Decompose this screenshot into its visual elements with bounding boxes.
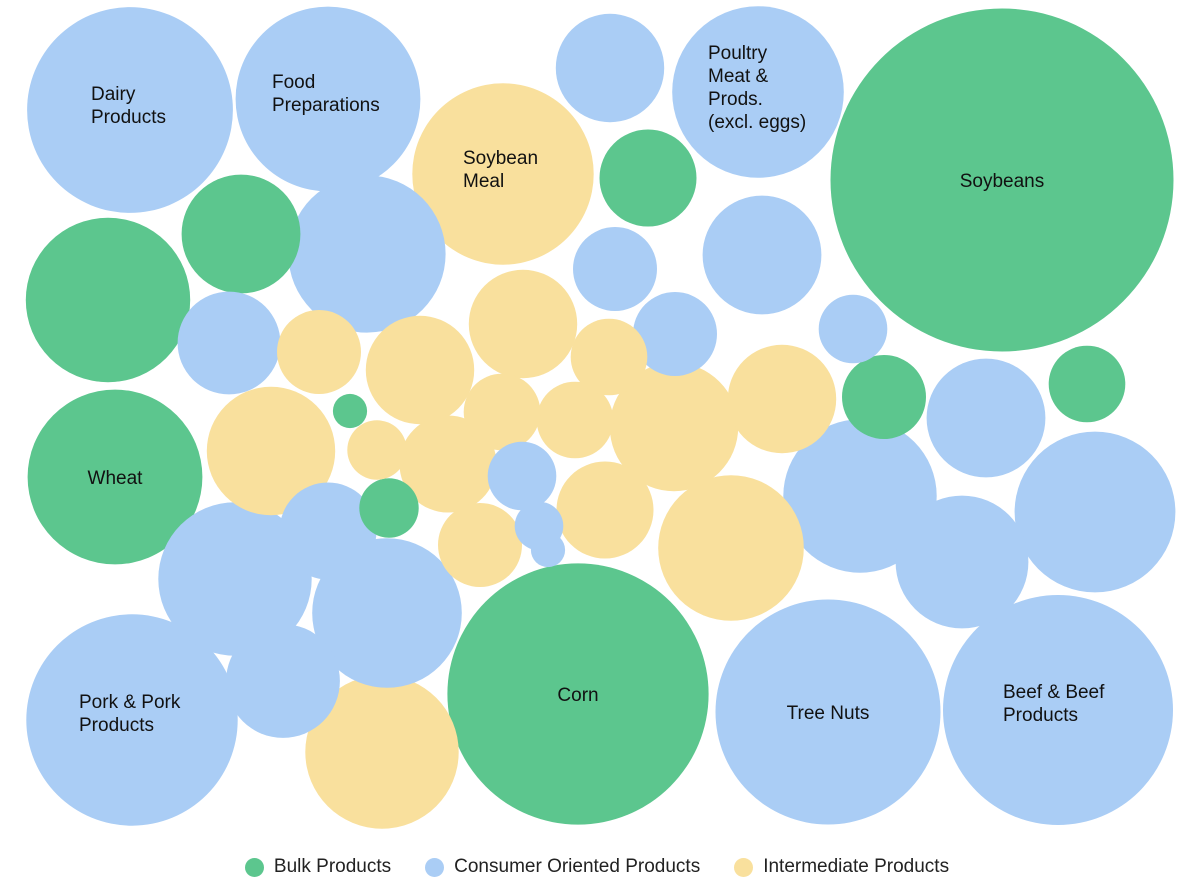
bubble-consumer-27[interactable] bbox=[177, 291, 281, 395]
legend-item-bulk[interactable]: Bulk Products bbox=[244, 856, 392, 878]
bubble-beef-and-beef-products[interactable] bbox=[943, 595, 1173, 825]
bubble-consumer-49[interactable] bbox=[530, 532, 566, 568]
bubble-intermediate-29[interactable] bbox=[365, 315, 475, 425]
bubble-intermediate-24[interactable] bbox=[468, 269, 578, 379]
bubble-soybean-meal[interactable] bbox=[412, 83, 594, 265]
bubble-wheat[interactable] bbox=[27, 389, 203, 565]
bubble-bulk-31[interactable] bbox=[599, 129, 697, 227]
bubble-intermediate-33[interactable] bbox=[399, 415, 497, 513]
bubble-intermediate-34[interactable] bbox=[277, 310, 361, 394]
bubble-consumer-44[interactable] bbox=[487, 441, 557, 511]
bubble-consumer-26[interactable] bbox=[555, 13, 665, 123]
bubble-poultry-meat-and-prods-excl-eggs[interactable] bbox=[672, 6, 844, 178]
bubble-intermediate-39[interactable] bbox=[536, 381, 614, 459]
bubble-label-food-preparations: Food Preparations bbox=[272, 72, 380, 116]
bubble-consumer-12[interactable] bbox=[288, 175, 446, 333]
bubble-label-dairy-products: Dairy Products bbox=[91, 84, 166, 128]
bubble-bulk-10[interactable] bbox=[25, 217, 191, 383]
bubble-bulk-48[interactable] bbox=[332, 393, 368, 429]
bubble-intermediate-13[interactable] bbox=[305, 675, 459, 829]
bubble-label-wheat: Wheat bbox=[88, 468, 144, 489]
bubble-consumer-21[interactable] bbox=[926, 358, 1046, 478]
bubble-label-poultry-meat-and-prods-excl-eggs: Poultry Meat & Prods. (excl. eggs) bbox=[708, 43, 806, 133]
bubble-bulk-43[interactable] bbox=[1048, 345, 1126, 423]
bubble-intermediate-30[interactable] bbox=[727, 344, 837, 454]
bubble-tree-nuts[interactable] bbox=[715, 599, 941, 825]
bubble-chart: Soybeans Corn Beef & Beef Products Tree Nuts… bbox=[25, 6, 1176, 829]
bubble-consumer-14[interactable] bbox=[158, 502, 312, 656]
bubble-label-beef-and-beef-products: Beef & Beef Products bbox=[1003, 682, 1105, 726]
bubble-consumer-35[interactable] bbox=[573, 227, 657, 311]
bubble-pork-and-pork-products[interactable] bbox=[26, 614, 238, 826]
bubble-consumer-25[interactable] bbox=[226, 624, 340, 738]
bubble-intermediate-38[interactable] bbox=[438, 503, 522, 587]
bubble-label-corn: Corn bbox=[557, 685, 598, 706]
bubble-consumer-16[interactable] bbox=[312, 538, 462, 688]
bubble-label-tree-nuts: Tree Nuts bbox=[787, 703, 870, 724]
legend-label-consumer: Consumer Oriented Products bbox=[454, 856, 701, 877]
bubble-consumer-42[interactable] bbox=[818, 294, 888, 364]
bubble-food-preparations[interactable] bbox=[235, 6, 421, 192]
bubble-label-soybean-meal: Soybean Meal bbox=[463, 148, 538, 192]
bubble-intermediate-17[interactable] bbox=[658, 475, 804, 621]
bubble-intermediate-40[interactable] bbox=[570, 318, 648, 396]
bubble-intermediate-32[interactable] bbox=[556, 461, 654, 559]
bubble-bulk-45[interactable] bbox=[359, 478, 419, 538]
bubble-intermediate-18[interactable] bbox=[609, 362, 739, 492]
bubble-consumer-20[interactable] bbox=[895, 495, 1029, 629]
bubble-intermediate-19[interactable] bbox=[206, 386, 336, 516]
bubble-consumer-15[interactable] bbox=[783, 419, 937, 573]
bubble-dairy-products[interactable] bbox=[27, 7, 233, 213]
bubble-intermediate-41[interactable] bbox=[463, 373, 541, 451]
bubble-label-soybeans: Soybeans bbox=[960, 171, 1045, 192]
legend-item-intermediate[interactable]: Intermediate Products bbox=[734, 856, 949, 878]
legend: Bulk Products Consumer Oriented Products… bbox=[0, 852, 1194, 882]
bubble-consumer-37[interactable] bbox=[633, 292, 717, 376]
bubble-consumer-11[interactable] bbox=[1014, 431, 1176, 593]
bubble-soybeans[interactable] bbox=[830, 8, 1174, 352]
bubble-consumer-28[interactable] bbox=[279, 482, 377, 580]
bubble-corn[interactable] bbox=[447, 563, 709, 825]
bubble-bulk-22[interactable] bbox=[181, 174, 301, 294]
bubble-bulk-36[interactable] bbox=[842, 355, 926, 439]
bubble-consumer-23[interactable] bbox=[702, 195, 822, 315]
legend-swatch-consumer bbox=[425, 857, 445, 877]
legend-label-intermediate: Intermediate Products bbox=[763, 856, 950, 877]
bubble-intermediate-46[interactable] bbox=[347, 420, 407, 480]
legend-item-consumer[interactable]: Consumer Oriented Products bbox=[425, 856, 700, 878]
legend-swatch-intermediate bbox=[734, 857, 754, 877]
legend-label-bulk: Bulk Products bbox=[273, 856, 392, 877]
bubble-label-pork-and-pork-products: Pork & Pork Products bbox=[79, 692, 181, 736]
legend-swatch-bulk bbox=[244, 857, 264, 877]
